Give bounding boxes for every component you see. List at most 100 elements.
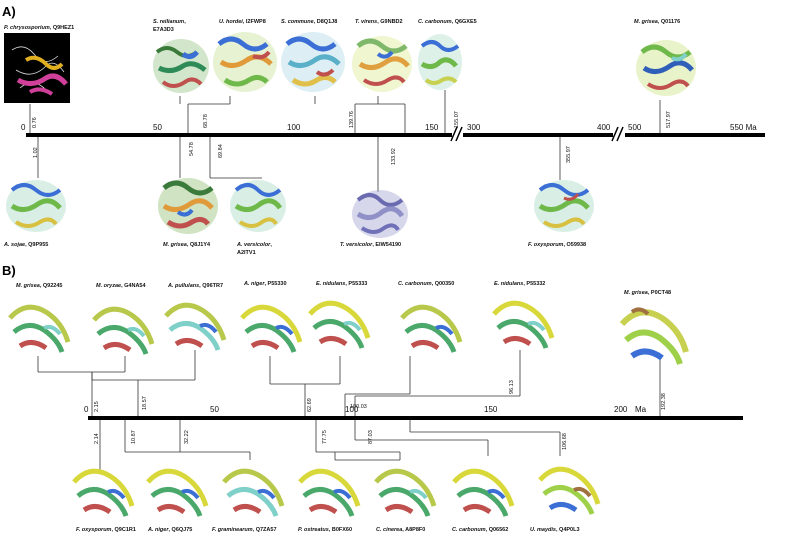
protein-label: M. oryzae, G4NA54 [96,283,146,289]
protein-label: C. carbonum, Q6GXE5 [418,19,477,25]
node-value: 133.92 [391,148,397,165]
protein-label: E. nidulans, P55332 [494,281,545,287]
node-value: 10.87 [131,430,137,444]
tick-label: 500 [628,123,642,132]
panel-a-structures-top [4,32,696,103]
protein-label: S. commune, D8Q1J8 [281,19,337,25]
node-value: 62.69 [307,398,313,412]
protein-label: S. reilianum, [153,19,186,25]
structure-image [8,304,71,353]
structure-image [6,180,66,232]
node-value: 54.78 [189,142,195,156]
node-value: 0.76 [32,117,38,128]
protein-id: A2ITV1 [237,250,256,256]
node-value: 139.76 [349,111,355,128]
panel-a-ticks: 0 50 100 150 300 400 500 550 Ma [21,123,757,132]
structure-image [492,300,555,349]
node-value: 68.78 [203,114,209,128]
protein-label: T. versicolor, EIW54190 [340,242,401,248]
protein-label: F. graminearum, Q7ZA57 [212,527,277,533]
protein-label: U. hordei, I2FWP8 [219,19,266,25]
protein-label: P. chrysosporium, Q9HEZ1 [4,25,74,31]
node-value: 155.07 [454,111,460,128]
protein-label: A. niger, Q6QJ75 [147,527,192,533]
tick-label: 150 [425,123,439,132]
tick-label: 200 [614,405,628,414]
structure-image [452,468,515,517]
structure-image [158,178,218,234]
protein-label: A. versicolor, [236,242,272,248]
structure-image [538,466,601,515]
protein-label: C. carbonum, Q00350 [398,281,454,287]
structure-image [222,468,285,517]
node-value: 96.13 [509,380,515,394]
tick-label: 300 [467,123,481,132]
node-value: 100.03 [350,404,367,410]
tick-label: 50 [210,405,219,414]
protein-id: E7A3D3 [153,27,174,33]
structure-image [281,32,345,92]
tick-label: 550 Ma [730,123,757,132]
node-value: 18.57 [142,396,148,410]
tick-label: 100 [287,123,301,132]
panel-b-labels-top: M. grisea, Q92245 M. oryzae, G4NA54 A. p… [16,281,671,296]
structure-image [72,468,135,517]
tick-label: 100 [345,405,359,414]
structure-image [298,468,361,517]
node-value: 87.03 [368,430,374,444]
structure-image [92,306,155,355]
panel-a-labels-bottom: A. sojae, Q9P955 M. grisea, Q8J1Y4 A. ve… [3,242,586,256]
structure-image [153,39,209,93]
structure-image [352,36,412,92]
protein-label: C. cinerea, A8P8F0 [376,527,425,533]
tick-label: 0 [84,405,89,414]
protein-label: T. virens, G9NBD2 [355,19,403,25]
node-value: 2.14 [94,433,100,444]
structure-image [374,468,437,517]
panel-b-structures-top [8,300,689,365]
protein-label: A. pullulans, Q96TR7 [167,283,223,289]
node-value: 517.97 [666,111,672,128]
tick-label: 0 [21,123,26,132]
protein-label: A. niger, P55330 [243,281,287,287]
node-value: 355.97 [566,146,572,163]
structure-image [146,468,209,517]
panel-b-branches [37,350,661,470]
protein-label: F. oxysporum, O59938 [528,242,586,248]
protein-label: M. grisea, Q8J1Y4 [163,242,211,248]
protein-label: M. grisea, Q01176 [634,19,680,25]
panel-b-timeline [88,416,743,420]
panel-b-labels-bottom: F. oxysporum, Q9C1R1 A. niger, Q6QJ75 F.… [76,527,580,533]
panel-a-timeline [26,126,765,142]
structure-image [230,180,286,232]
protein-label: C. carbonum, Q06562 [452,527,508,533]
structure-image [240,304,303,353]
structure-image [400,304,463,353]
node-value: 77.75 [322,430,328,444]
protein-label: E. nidulans, P55333 [316,281,367,287]
tick-label: 400 [597,123,611,132]
structure-image [636,40,696,96]
tick-label: 150 [484,405,498,414]
protein-label: P. ostreatus, B0FX60 [298,527,352,533]
node-value: 1.02 [33,147,39,158]
structure-image [213,32,277,92]
structure-image [308,300,371,349]
tick-label: Ma [635,405,647,414]
node-value: 2.15 [94,401,100,412]
node-value: 32.22 [184,430,190,444]
structure-image [352,190,408,238]
panel-b-label: B) [2,263,16,278]
node-value: 192.38 [661,393,667,410]
node-value: 106.68 [562,433,568,450]
panel-b-node-values: 2.15 18.57 62.69 96.13 192.38 2.14 10.87… [94,380,667,450]
protein-label: F. oxysporum, Q9C1R1 [76,527,136,533]
structure-image [418,34,462,90]
panel-b-ticks: 0 50 100 150 200 Ma [84,405,647,414]
protein-label: U. maydis, Q4P0L3 [530,527,580,533]
protein-label: M. grisea, P0CT48 [624,290,671,296]
structure-image [164,302,227,351]
panel-b-structures-bottom [72,466,601,517]
structure-image [619,307,689,365]
